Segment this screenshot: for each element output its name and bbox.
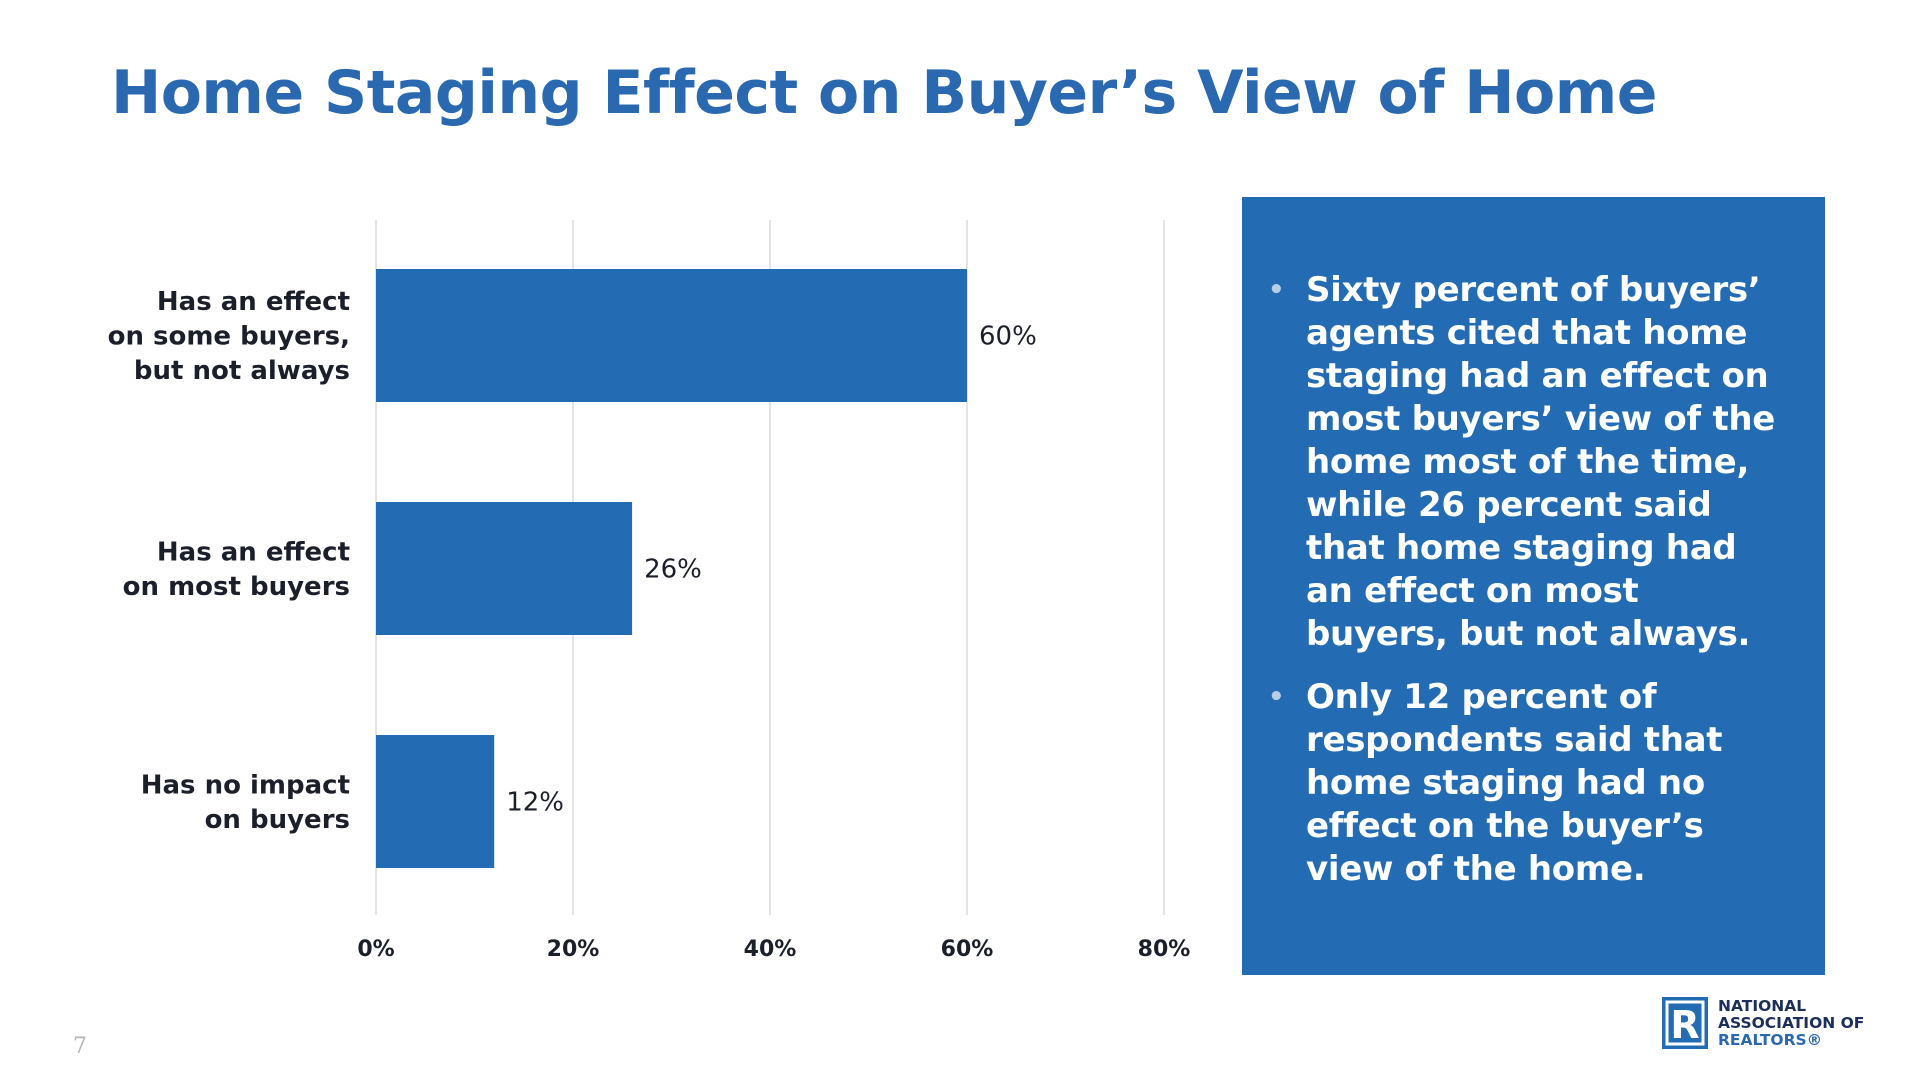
category-label-2: Has no impact on buyers <box>141 770 350 835</box>
category-label-line: on buyers <box>205 805 350 835</box>
logo-line-3: REALTORS® <box>1718 1030 1823 1049</box>
bar-chart: 60% Has an effect on some buyers, but not a… <box>108 220 1191 962</box>
logo-mark-letter: R <box>1670 1003 1699 1047</box>
category-label-line: on most buyers <box>123 572 350 602</box>
logo-wordmark: NATIONAL ASSOCIATION OF REALTORS® <box>1718 996 1865 1049</box>
x-tick-label-4: 80% <box>1138 937 1191 962</box>
nar-logo: R NATIONAL ASSOCIATION OF REALTORS® <box>1662 995 1864 1051</box>
callout-bullet-text: Sixty percent of buyers’ agents cited th… <box>1306 270 1776 654</box>
callout-bullet-text: Only 12 percent of respondents said that… <box>1306 677 1723 889</box>
bullet-dot-icon: • <box>1268 682 1285 712</box>
slide-title: Home Staging Effect on Buyer’s View of H… <box>111 58 1657 128</box>
category-label-line: Has no impact <box>141 770 350 800</box>
data-label-2: 12% <box>506 788 564 818</box>
bullet-dot-icon: • <box>1268 275 1285 305</box>
category-label-line: Has an effect <box>157 287 350 317</box>
category-label-line: but not always <box>134 356 350 386</box>
x-tick-label-3: 60% <box>941 937 994 962</box>
bar-0 <box>376 269 967 402</box>
realtor-r-logo-icon: R <box>1662 997 1708 1049</box>
category-label-0: Has an effect on some buyers, but not alwa… <box>108 287 350 386</box>
category-label-1: Has an effect on most buyers <box>123 537 350 602</box>
logo-line-1: NATIONAL <box>1718 996 1807 1015</box>
bar-1 <box>376 502 633 635</box>
callout-bullet-1: • Sixty percent of buyers’ agents cited … <box>1268 269 1791 656</box>
callout-bullet-list: • Sixty percent of buyers’ agents cited … <box>1268 269 1791 891</box>
category-label-line: on some buyers, <box>108 322 350 352</box>
logo-line-2: ASSOCIATION OF <box>1718 1013 1865 1032</box>
x-tick-label-0: 0% <box>357 937 394 962</box>
x-tick-label-2: 40% <box>744 937 797 962</box>
data-label-1: 26% <box>644 555 702 585</box>
page-number: 7 <box>73 1034 87 1059</box>
x-tick-label-1: 20% <box>547 937 600 962</box>
callout-box: • Sixty percent of buyers’ agents cited … <box>1242 197 1825 975</box>
callout-bullet-2: • Only 12 percent of respondents said th… <box>1268 676 1791 891</box>
data-label-0: 60% <box>979 322 1037 352</box>
bar-2 <box>376 735 495 868</box>
category-label-line: Has an effect <box>157 537 350 567</box>
